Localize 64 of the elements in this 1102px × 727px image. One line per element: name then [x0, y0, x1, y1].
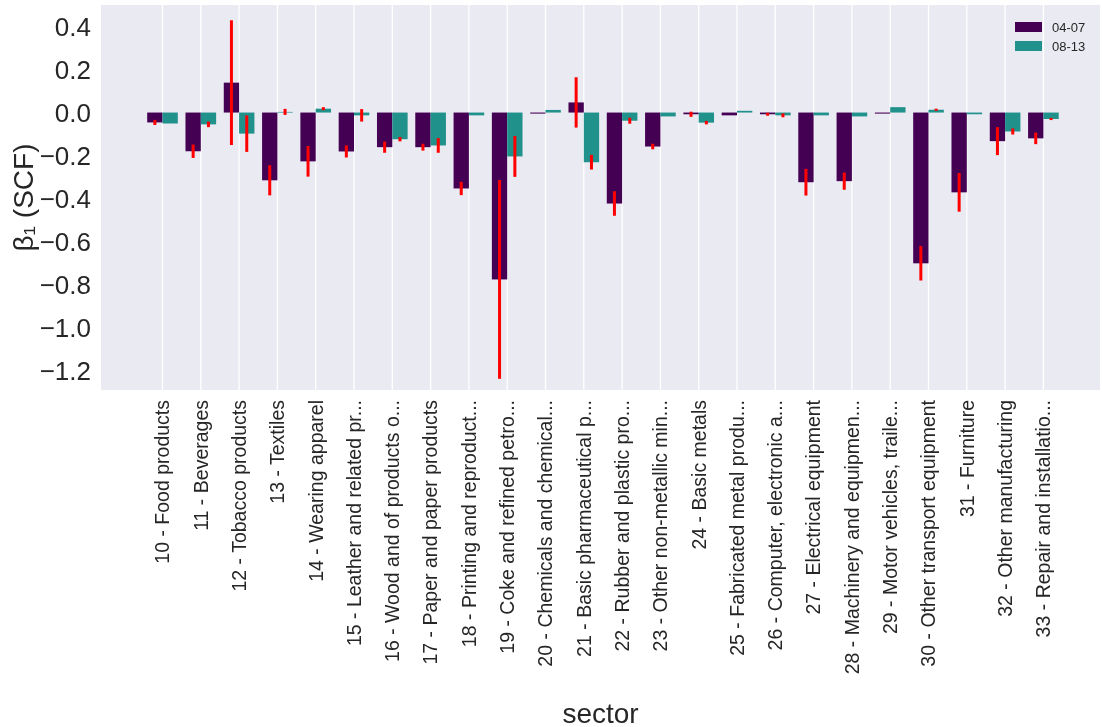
bar [913, 112, 929, 264]
bar [376, 112, 393, 148]
x-tick-label: 19 - Coke and refined petro... [496, 400, 519, 654]
y-tick-label: 0.0 [54, 97, 91, 128]
x-tick-label: 27 - Electrical equipment [802, 399, 825, 615]
y-axis-title: β₁ (SCF) [8, 143, 39, 252]
bar [338, 112, 354, 152]
bar [453, 112, 469, 189]
x-tick-label: 11 - Beverages [189, 399, 212, 531]
bar [185, 112, 201, 152]
y-tick-label: −0.2 [39, 140, 91, 171]
bar [262, 112, 278, 181]
x-tick-label: 22 - Rubber and plastic pro... [610, 400, 633, 652]
x-tick-label: 13 - Textiles [266, 399, 289, 504]
bar [507, 112, 523, 157]
bar [1043, 112, 1059, 119]
x-tick-label: 16 - Wood and of products o... [381, 400, 404, 662]
bar [545, 109, 561, 113]
x-tick-label: 20 - Chemicals and chemical... [534, 400, 557, 667]
x-tick-label: 26 - Computer, electronic a... [764, 400, 787, 651]
bar [798, 112, 814, 183]
y-tick-label: 0.4 [54, 11, 91, 42]
bar [583, 112, 600, 163]
bar [1005, 112, 1021, 132]
y-tick-label: −1.0 [39, 312, 91, 343]
bar [147, 112, 163, 123]
x-tick-label: 33 - Repair and installatio... [1032, 400, 1055, 638]
bar [392, 112, 408, 140]
x-tick-label: 23 - Other non-metallic min... [649, 400, 672, 652]
bar [162, 112, 178, 124]
bar [928, 109, 944, 113]
y-tick-label: −0.8 [39, 269, 91, 300]
x-tick-label: 32 - Other manufacturing [993, 400, 1016, 617]
bar [645, 112, 661, 147]
bar [1028, 112, 1044, 139]
bar [300, 112, 316, 162]
x-tick-label: 30 - Other transport equipment [917, 399, 940, 667]
bar [430, 112, 446, 146]
x-tick-label: 14 - Wearing apparel [304, 400, 327, 582]
bar [836, 112, 852, 182]
x-tick-label: 12 - Tobacco products [227, 399, 250, 592]
x-tick-label: 10 - Food products [151, 399, 174, 564]
x-tick-label: 18 - Printing and reproduct... [457, 400, 480, 648]
x-tick-label: 24 - Basic metals [687, 399, 710, 550]
legend-label: 04-07 [1052, 19, 1086, 35]
x-tick-label: 21 - Basic pharmaceutical p... [572, 400, 595, 657]
x-tick-label: 31 - Furniture [955, 400, 978, 518]
x-tick-label: 25 - Fabricated metal produ... [725, 400, 748, 656]
y-tick-label: 0.2 [54, 54, 91, 85]
bar [415, 112, 431, 148]
bar [698, 112, 715, 123]
bar [315, 108, 332, 113]
x-tick-label: 15 - Leather and related pr... [342, 400, 365, 647]
x-tick-label: 28 - Machinery and equipmen... [840, 400, 863, 675]
y-tick-label: −0.4 [39, 183, 91, 214]
x-axis-title: sector [562, 698, 639, 727]
x-tick-label: 17 - Paper and paper products [419, 399, 442, 665]
bar [890, 107, 906, 113]
y-tick-label: −1.2 [39, 355, 91, 386]
legend-label: 08-13 [1052, 38, 1086, 54]
x-tick-label: 29 - Motor vehicles, traile... [879, 400, 902, 635]
y-tick-label: −0.6 [39, 226, 91, 257]
bar [606, 112, 623, 204]
bar [951, 112, 967, 193]
